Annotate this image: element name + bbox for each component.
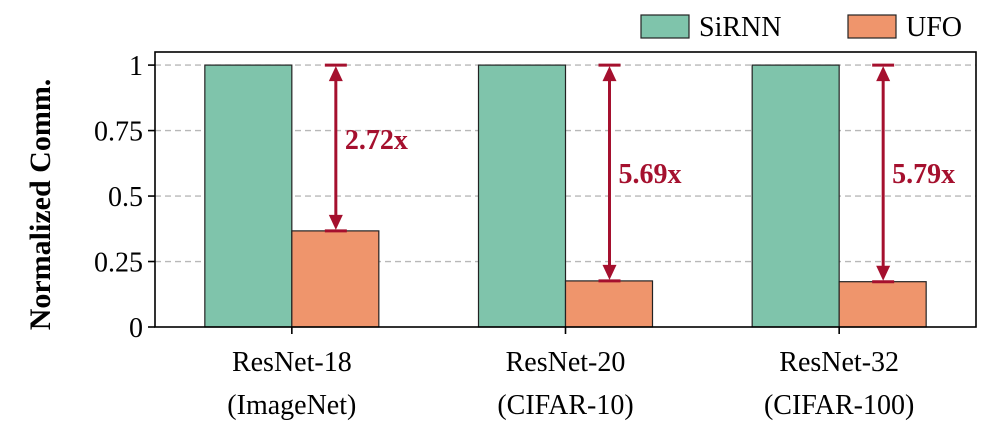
- x-tick-label: ResNet-18: [232, 347, 352, 378]
- ratio-label: 2.72x: [345, 125, 408, 156]
- y-tick-label: 0.5: [108, 182, 143, 213]
- y-tick-label: 0: [129, 313, 143, 344]
- x-tick-label: ResNet-20: [506, 347, 626, 378]
- arrow-head-down-icon: [328, 214, 343, 230]
- arrow-head-down-icon: [876, 265, 891, 281]
- annotations: 2.72x 5.69x 5.79x: [324, 63, 955, 284]
- y-tick-label: 1: [129, 51, 143, 82]
- bar-ufo-0: [291, 230, 380, 328]
- arrow-head-down-icon: [602, 264, 617, 280]
- bar-ufo-2: [838, 281, 927, 328]
- arrow-head-up-icon: [328, 66, 343, 82]
- ratio-label: 5.69x: [619, 159, 682, 190]
- x-tick-label: (CIFAR-10): [497, 390, 633, 421]
- bar-sirnn-2: [751, 64, 840, 328]
- bars: [204, 64, 927, 328]
- arrow-head-up-icon: [602, 66, 617, 82]
- arrow-head-up-icon: [876, 66, 891, 82]
- y-axis-ticks: 0 0.25 0.5 0.75 1: [94, 51, 155, 344]
- ratio-annotation-0: 2.72x: [324, 63, 408, 233]
- x-axis-ticks: ResNet-18 (ImageNet) ResNet-20 (CIFAR-10) Re…: [227, 327, 914, 421]
- bar-sirnn-0: [204, 64, 293, 328]
- y-tick-label: 0.75: [94, 117, 143, 148]
- x-tick-label: ResNet-32: [779, 347, 899, 378]
- bar-sirnn-1: [477, 64, 567, 328]
- legend-swatch-sirnn: [640, 14, 690, 39]
- x-tick-label: (ImageNet): [227, 390, 356, 421]
- ratio-label: 5.79x: [892, 159, 955, 190]
- ratio-annotation-1: 5.69x: [598, 63, 682, 283]
- legend-label-ufo: UFO: [906, 12, 962, 43]
- x-tick-label: (CIFAR-100): [764, 390, 914, 421]
- legend-swatch-ufo: [847, 14, 897, 39]
- y-axis-label: Normalized Comm.: [24, 79, 57, 331]
- ratio-annotation-2: 5.79x: [872, 63, 955, 284]
- legend-label-sirnn: SiRNN: [699, 12, 781, 43]
- bar-ufo-1: [564, 280, 654, 328]
- y-tick-label: 0.25: [94, 248, 143, 279]
- legend: SiRNN UFO: [640, 12, 962, 43]
